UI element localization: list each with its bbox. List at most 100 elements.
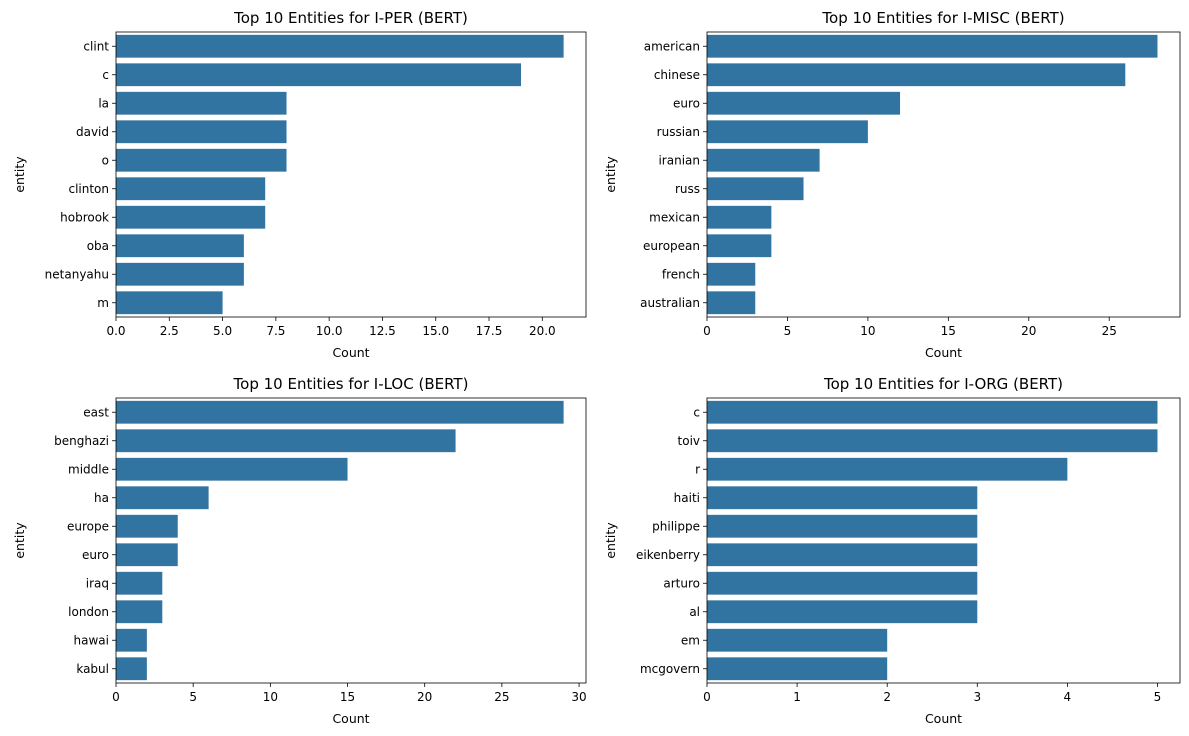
x-tick-label: 10.0 [316, 324, 343, 338]
chart-panel-2: american chinese euro russian iranian russ mex… [603, 9, 1181, 360]
bar-al [707, 600, 978, 624]
bar-clint [116, 34, 564, 58]
plot-frame [115, 397, 587, 684]
x-tick-label: 12.5 [369, 324, 396, 338]
y-axis-label: entity [12, 156, 27, 193]
bar-american [707, 34, 1158, 58]
x-tick-label: 25 [494, 690, 509, 704]
bar-london [116, 600, 163, 624]
x-tick-label: 0 [112, 690, 120, 704]
bar-chinese [707, 63, 1126, 87]
bar-mexican [707, 205, 772, 229]
y-tick-label: clint [83, 39, 109, 53]
y-tick-label: netanyahu [45, 267, 109, 281]
y-tick-label: haiti [674, 491, 700, 505]
y-tick-label: c [693, 405, 700, 419]
y-tick-label: russian [657, 125, 700, 139]
y-axis-label: entity [12, 522, 27, 559]
bar-kabul [116, 657, 147, 681]
y-tick-label: middle [68, 462, 109, 476]
bar-c [707, 400, 1158, 424]
bar-eikenberry [707, 543, 978, 567]
y-tick-label: o [102, 153, 109, 167]
bar-benghazi [116, 429, 456, 453]
y-tick-label: arturo [663, 576, 700, 590]
x-tick-label: 0 [703, 324, 711, 338]
bar-european [707, 234, 772, 258]
bar-mcgovern [707, 657, 888, 681]
y-tick-label: london [68, 605, 109, 619]
y-tick-label: american [644, 39, 700, 53]
bar-euro [116, 543, 178, 567]
y-tick-label: east [83, 405, 109, 419]
y-tick-label: toiv [678, 434, 700, 448]
bar-em [707, 628, 888, 652]
chart-title: Top 10 Entities for I-ORG (BERT) [823, 375, 1063, 393]
bar-netanyahu [116, 262, 244, 286]
bar-o [116, 148, 287, 172]
plot-frame [706, 31, 1181, 318]
chart-title: Top 10 Entities for I-PER (BERT) [233, 9, 468, 27]
bar-clinton [116, 177, 266, 201]
x-tick-label: 30 [571, 690, 586, 704]
y-tick-label: hawai [74, 633, 109, 647]
bar-oba [116, 234, 244, 258]
y-tick-label: clinton [68, 182, 109, 196]
bar-philippe [707, 514, 978, 538]
x-axis-label: Count [332, 345, 369, 360]
chart-panel-1: clint c la david o clinton hobrook oba netanyahu… [12, 9, 587, 360]
y-tick-label: al [689, 605, 700, 619]
y-tick-label: australian [640, 296, 700, 310]
y-tick-label: c [102, 68, 109, 82]
y-tick-label: r [695, 462, 700, 476]
bar-middle [116, 457, 348, 481]
y-tick-label: m [97, 296, 109, 310]
y-tick-label: euro [82, 548, 109, 562]
x-tick-label: 1 [793, 690, 801, 704]
bar-french [707, 262, 756, 286]
bar-haiti [707, 486, 978, 510]
x-tick-label: 15.0 [422, 324, 449, 338]
y-tick-label: philippe [652, 519, 700, 533]
x-tick-label: 5 [1154, 690, 1162, 704]
bar-arturo [707, 571, 978, 595]
y-tick-label: kabul [76, 662, 109, 676]
y-tick-label: em [681, 633, 700, 647]
bar-russian [707, 120, 868, 144]
bar-euro [707, 91, 901, 115]
x-tick-label: 15 [941, 324, 956, 338]
y-tick-label: iraq [86, 576, 109, 590]
chart-title: Top 10 Entities for I-LOC (BERT) [233, 375, 469, 393]
x-tick-label: 3 [973, 690, 981, 704]
x-tick-label: 2 [883, 690, 891, 704]
x-tick-label: 7.5 [266, 324, 285, 338]
y-tick-label: oba [87, 239, 109, 253]
chart-panel-3: east benghazi middle ha europe euro iraq london… [12, 375, 587, 726]
y-axis-label: entity [603, 156, 618, 193]
y-tick-label: chinese [654, 68, 700, 82]
x-tick-label: 5 [784, 324, 792, 338]
x-tick-label: 5.0 [213, 324, 232, 338]
bar-ha [116, 486, 209, 510]
x-axis-label: Count [925, 711, 962, 726]
x-axis-label: Count [925, 345, 962, 360]
y-tick-label: euro [673, 96, 700, 110]
x-tick-label: 25 [1102, 324, 1117, 338]
bar-australian [707, 291, 756, 315]
x-tick-label: 4 [1064, 690, 1072, 704]
y-tick-label: la [98, 96, 109, 110]
y-axis-label: entity [603, 522, 618, 559]
bar-russ [707, 177, 804, 201]
bar-hawai [116, 628, 147, 652]
chart-title: Top 10 Entities for I-MISC (BERT) [821, 9, 1064, 27]
x-tick-label: 20 [1021, 324, 1036, 338]
y-tick-label: russ [675, 182, 700, 196]
y-tick-label: mexican [649, 210, 700, 224]
y-tick-label: ha [94, 491, 109, 505]
bar-iraq [116, 571, 163, 595]
plot-frame [706, 397, 1181, 684]
bar-c [116, 63, 521, 87]
bar-r [707, 457, 1068, 481]
x-tick-label: 10 [860, 324, 875, 338]
